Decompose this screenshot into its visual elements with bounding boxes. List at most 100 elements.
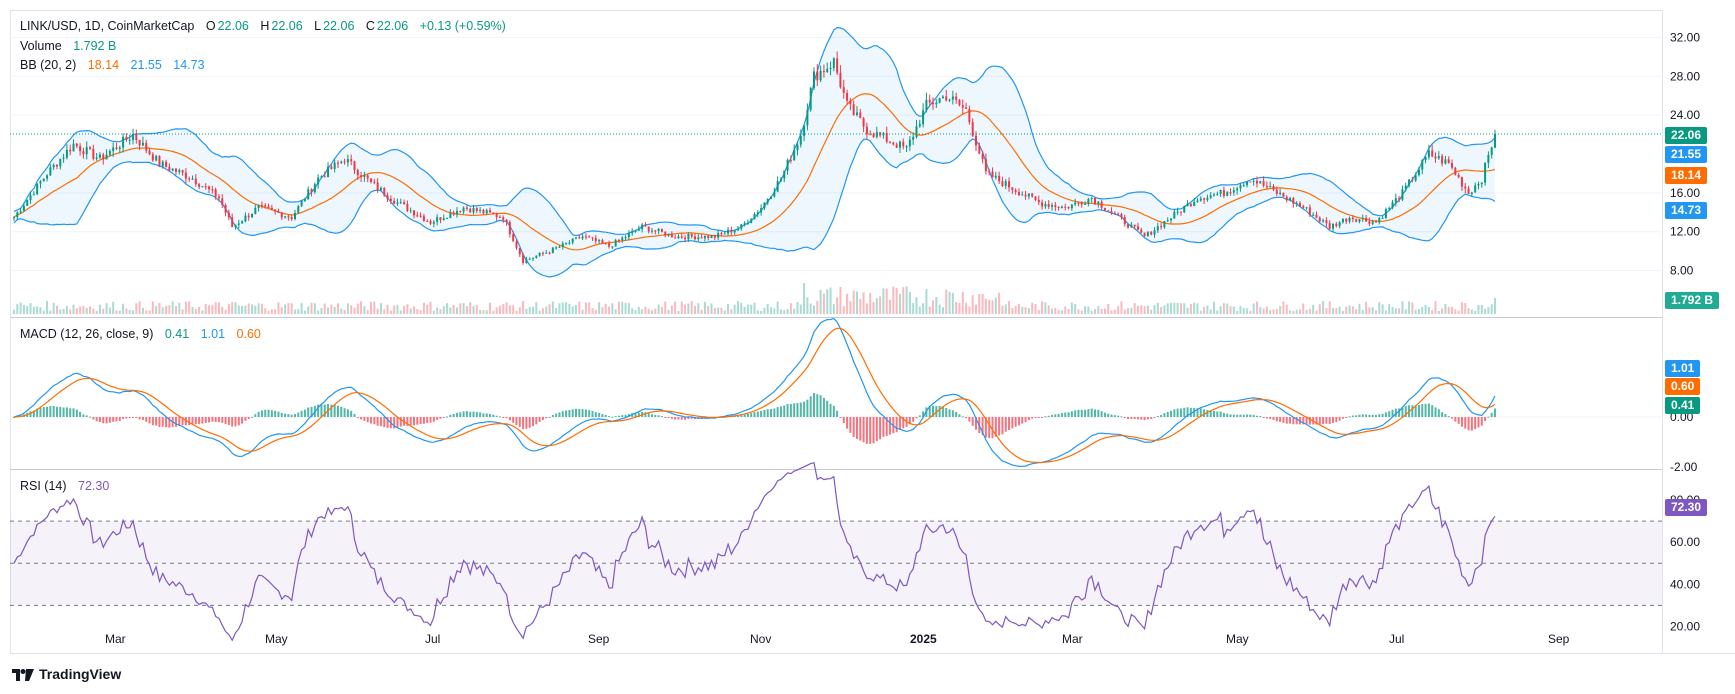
candle-body xyxy=(750,219,753,224)
volume-bar xyxy=(839,287,842,314)
volume-bar xyxy=(710,303,713,314)
volume-bar xyxy=(1146,305,1149,314)
volume-bar xyxy=(998,292,1001,314)
volume-bar xyxy=(707,305,710,314)
volume-bar xyxy=(336,303,339,314)
macd-histogram-bar xyxy=(432,417,435,422)
candle-body xyxy=(208,186,211,190)
volume-bar xyxy=(168,305,171,314)
macd-histogram-bar xyxy=(918,415,921,417)
rsi-legend[interactable]: RSI (14) 72.30 xyxy=(20,479,111,493)
candle-body xyxy=(515,241,518,248)
volume-bar xyxy=(1031,302,1034,314)
volume-bar xyxy=(746,304,749,314)
candle-body xyxy=(148,150,151,155)
candle-body xyxy=(1490,147,1493,155)
candle-body xyxy=(482,209,485,214)
candle-body xyxy=(1451,163,1454,168)
macd-histogram-bar xyxy=(69,408,72,417)
candle-body xyxy=(1371,221,1374,224)
candle-body xyxy=(1332,223,1335,229)
symbol-legend[interactable]: LINK/USD, 1D, CoinMarketCap O 22.06 H 22.0… xyxy=(20,19,508,33)
volume-bar xyxy=(1494,298,1496,314)
bb-legend[interactable]: BB (20, 2) 18.14 21.55 14.73 xyxy=(20,58,207,72)
volume-bar xyxy=(108,307,111,314)
macd-histogram-bar xyxy=(277,411,280,417)
macd-histogram-bar xyxy=(1365,414,1368,417)
volume-bar xyxy=(574,305,577,314)
macd-label: MACD (12, 26, close, 9) xyxy=(20,327,154,341)
volume-bar xyxy=(353,307,356,314)
tradingview-brand[interactable]: TradingView xyxy=(12,666,121,682)
candle-body xyxy=(330,166,333,169)
candle-body xyxy=(532,257,535,259)
macd-histogram-bar xyxy=(1196,408,1199,417)
macd-histogram-bar xyxy=(551,414,554,417)
candle-body xyxy=(145,142,148,151)
candle-body xyxy=(336,162,339,164)
candle-body xyxy=(710,235,713,239)
volume-bar xyxy=(13,309,15,314)
macd-histogram-bar xyxy=(231,417,234,427)
macd-histogram-bar xyxy=(796,403,799,417)
candle-body xyxy=(1269,186,1272,188)
macd-histogram-bar xyxy=(1358,414,1361,417)
candle-body xyxy=(561,243,564,247)
macd-histogram-bar xyxy=(419,417,422,424)
macd-histogram-bar xyxy=(1117,415,1120,417)
candle-body xyxy=(267,206,270,208)
candle-body xyxy=(108,151,111,155)
candle-body xyxy=(1140,229,1143,233)
macd-histogram-bar xyxy=(290,414,293,417)
volume-bar xyxy=(690,301,693,314)
candle-body xyxy=(535,255,538,258)
candle-body xyxy=(492,212,495,214)
macd-histogram-bar xyxy=(1156,415,1159,417)
macd-histogram-bar xyxy=(148,417,151,424)
volume-bar xyxy=(1239,305,1242,314)
volume-bar xyxy=(647,308,650,314)
macd-histogram-bar xyxy=(793,403,796,417)
macd-histogram-bar xyxy=(621,415,624,417)
candle-body xyxy=(1110,211,1113,213)
candle-body xyxy=(1041,202,1044,207)
candle-body xyxy=(489,210,492,213)
volume-bar xyxy=(1441,308,1444,314)
volume-bar xyxy=(898,294,901,314)
candle-body xyxy=(591,237,594,239)
macd-histogram-bar xyxy=(492,414,495,417)
candle-body xyxy=(79,146,82,152)
macd-histogram-bar xyxy=(1470,417,1473,431)
candle-body xyxy=(1004,181,1007,186)
macd-histogram-bar xyxy=(568,410,571,417)
macd-histogram-bar xyxy=(885,417,888,436)
volume-bar xyxy=(935,297,938,314)
macd-histogram-bar xyxy=(1447,416,1450,418)
macd-histogram-bar xyxy=(1014,417,1017,427)
macd-histogram-bar xyxy=(204,417,207,423)
macd-histogram-bar xyxy=(974,417,977,430)
volume-bar xyxy=(535,302,538,314)
volume-bar xyxy=(723,310,726,314)
volume-legend[interactable]: Volume 1.792 B xyxy=(20,39,118,53)
candle-body xyxy=(485,210,488,214)
volume-bar xyxy=(670,305,673,314)
macd-histogram-bar xyxy=(1097,409,1100,417)
macd-histogram-bar xyxy=(654,414,657,417)
volume-badge: 1.792 B xyxy=(1665,292,1720,309)
macd-histogram-bar xyxy=(1404,406,1407,417)
macd-histogram-bar xyxy=(1067,412,1070,417)
volume-bar xyxy=(413,306,416,314)
macd-histogram-bar xyxy=(191,417,194,425)
volume-bar xyxy=(98,304,101,314)
macd-histogram-bar xyxy=(1189,407,1192,417)
volume-bar xyxy=(736,301,739,314)
candle-body xyxy=(310,189,313,192)
macd-histogram-bar xyxy=(151,417,154,426)
macd-histogram-bar xyxy=(657,415,660,417)
macd-histogram-bar xyxy=(915,417,918,419)
volume-bar xyxy=(439,308,442,314)
macd-legend[interactable]: MACD (12, 26, close, 9) 0.41 1.01 0.60 xyxy=(20,327,263,341)
candle-body xyxy=(555,247,558,249)
